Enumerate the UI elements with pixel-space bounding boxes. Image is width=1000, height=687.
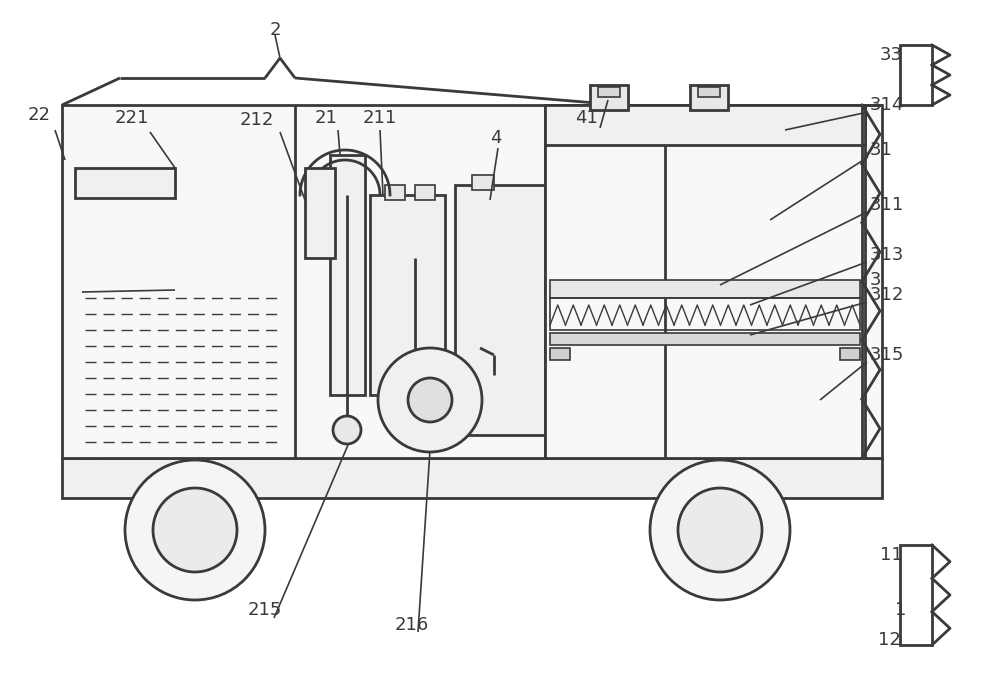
Text: 21: 21 [315,109,338,127]
Text: 211: 211 [363,109,397,127]
Text: 3: 3 [870,271,882,289]
Circle shape [125,460,265,600]
Bar [545,105,865,458]
Bar [472,175,494,190]
Bar [590,85,628,110]
Bar [550,280,860,298]
Circle shape [650,460,790,600]
Text: 315: 315 [870,346,904,364]
Bar [75,168,175,198]
Text: 216: 216 [395,616,429,634]
Text: 1: 1 [895,601,906,619]
Bar [550,333,860,345]
Bar [370,195,445,395]
Bar [385,185,405,200]
Bar [900,545,932,645]
Text: 31: 31 [870,141,893,159]
Text: 11: 11 [880,546,903,564]
Text: 313: 313 [870,246,904,264]
Bar [598,87,620,97]
Bar [900,45,932,105]
Text: 312: 312 [870,286,904,304]
Text: 311: 311 [870,196,904,214]
Text: 12: 12 [878,631,901,649]
Bar [690,85,728,110]
Bar [62,458,882,498]
Text: 314: 314 [870,96,904,114]
Bar [415,185,435,200]
Bar [545,105,865,145]
Text: 22: 22 [28,106,51,124]
Bar [62,105,882,458]
Text: 215: 215 [248,601,282,619]
Bar [550,298,860,330]
Circle shape [378,348,482,452]
Circle shape [408,378,452,422]
Text: 2: 2 [269,21,281,39]
Text: 33: 33 [880,46,903,64]
Circle shape [153,488,237,572]
Bar [330,155,365,395]
Bar [840,348,860,360]
Circle shape [678,488,762,572]
Text: 212: 212 [240,111,274,129]
Bar [550,348,570,360]
Circle shape [333,416,361,444]
Bar [455,185,545,435]
Bar [305,168,335,258]
Text: 221: 221 [115,109,149,127]
Bar [698,87,720,97]
Text: 4: 4 [490,129,502,147]
Text: 41: 41 [575,109,598,127]
